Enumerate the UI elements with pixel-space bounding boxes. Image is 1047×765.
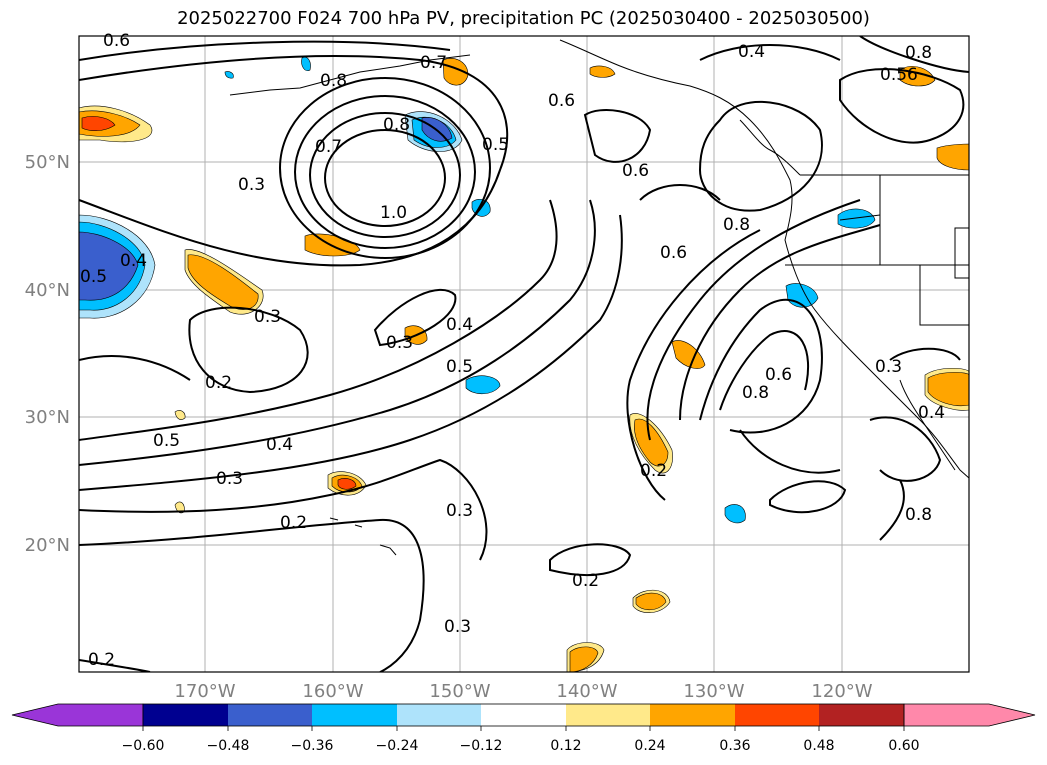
contour-label: 0.4 <box>266 435 293 455</box>
latitude-labels: 50°N 40°N 30°N 20°N <box>25 152 70 556</box>
contour-label: 0.2 <box>280 513 307 533</box>
lat-label: 20°N <box>25 535 70 556</box>
contour-label: 0.7 <box>315 137 342 157</box>
contour-label: 0.3 <box>238 175 265 195</box>
contour-label: 0.2 <box>640 461 667 481</box>
colorbar-tick-label: 0.12 <box>550 738 581 754</box>
colorbar-tick-label: 0.60 <box>888 738 919 754</box>
contour-label: 0.8 <box>320 71 347 91</box>
contour-label: 0.2 <box>88 650 115 670</box>
lon-label: 140°W <box>556 681 617 702</box>
colorbar-max-extension <box>903 703 1036 727</box>
colorbar-tick-label: −0.48 <box>207 738 250 754</box>
lon-label: 130°W <box>683 681 744 702</box>
lat-label: 50°N <box>25 152 70 173</box>
colorbar-segment <box>481 704 566 726</box>
contour-label: 0.6 <box>660 243 687 263</box>
contour-label: 0.4 <box>446 315 473 335</box>
contour-label: 0.8 <box>905 505 932 525</box>
map-frame <box>78 35 970 673</box>
contour-label: 0.3 <box>446 501 473 521</box>
contour-label: 0.6 <box>622 161 649 181</box>
precip-shading <box>79 57 969 672</box>
contour-label: 0.8 <box>905 43 932 63</box>
contour-label: 0.5 <box>446 357 473 377</box>
colorbar-tick-label: −0.36 <box>291 738 334 754</box>
map-title: 2025022700 F024 700 hPa PV, precipitatio… <box>177 8 870 29</box>
contour-label: 0.3 <box>254 307 281 327</box>
contour-label: 0.3 <box>444 617 471 637</box>
contour-label: 0.5 <box>482 135 509 155</box>
coastlines <box>229 39 969 556</box>
lat-label: 30°N <box>25 407 70 428</box>
colorbar-segment <box>566 704 650 726</box>
colorbar-tick-label: −0.12 <box>460 738 503 754</box>
contour-label: 0.8 <box>723 215 750 235</box>
contour-label: 0.3 <box>875 357 902 377</box>
longitude-labels: 170°W 160°W 150°W 140°W 130°W 120°W <box>174 681 872 702</box>
contour-label: 0.3 <box>386 333 413 353</box>
lon-label: 120°W <box>811 681 872 702</box>
contour-label: 0.8 <box>383 115 410 135</box>
pv-contours <box>79 36 969 672</box>
colorbar-tick-label: 0.24 <box>634 738 665 754</box>
lon-label: 160°W <box>302 681 363 702</box>
colorbar-segment <box>735 704 819 726</box>
colorbar-tick-label: 0.36 <box>719 738 750 754</box>
contour-label: 1.0 <box>380 203 407 223</box>
colorbar-segment <box>819 704 904 726</box>
colorbar-tick-label: −0.60 <box>122 738 165 754</box>
colorbar-tick-label: −0.24 <box>376 738 419 754</box>
contour-labels: 0.6 0.8 0.7 0.4 0.8 0.56 0.6 0.7 0.8 0.5… <box>80 31 945 670</box>
lon-label: 170°W <box>174 681 235 702</box>
contour-label: 0.8 <box>742 383 769 403</box>
contour-label: 0.5 <box>153 431 180 451</box>
colorbar: −0.60 −0.48 −0.36 −0.24 −0.12 0.12 0.24 … <box>11 703 1036 754</box>
contour-label: 0.4 <box>738 42 765 62</box>
contour-label: 0.6 <box>103 31 130 51</box>
contour-label: 0.6 <box>765 365 792 385</box>
contour-label: 0.56 <box>880 65 918 85</box>
colorbar-segment <box>650 704 735 726</box>
colorbar-segment <box>397 704 481 726</box>
contour-label: 0.6 <box>548 91 575 111</box>
map-background <box>79 36 969 672</box>
contour-label: 0.4 <box>120 251 147 271</box>
lon-label: 150°W <box>429 681 490 702</box>
gridlines <box>79 36 969 672</box>
contour-label: 0.2 <box>205 373 232 393</box>
colorbar-segment <box>312 704 397 726</box>
contour-label: 0.3 <box>216 469 243 489</box>
colorbar-min-extension <box>11 703 144 727</box>
contour-label: 0.4 <box>918 403 945 423</box>
contour-label: 0.2 <box>572 571 599 591</box>
colorbar-segment <box>228 704 312 726</box>
contour-label: 0.7 <box>420 53 447 73</box>
contour-label: 0.5 <box>80 267 107 287</box>
colorbar-tick-label: 0.48 <box>803 738 834 754</box>
colorbar-segment <box>143 704 228 726</box>
lat-label: 40°N <box>25 280 70 301</box>
